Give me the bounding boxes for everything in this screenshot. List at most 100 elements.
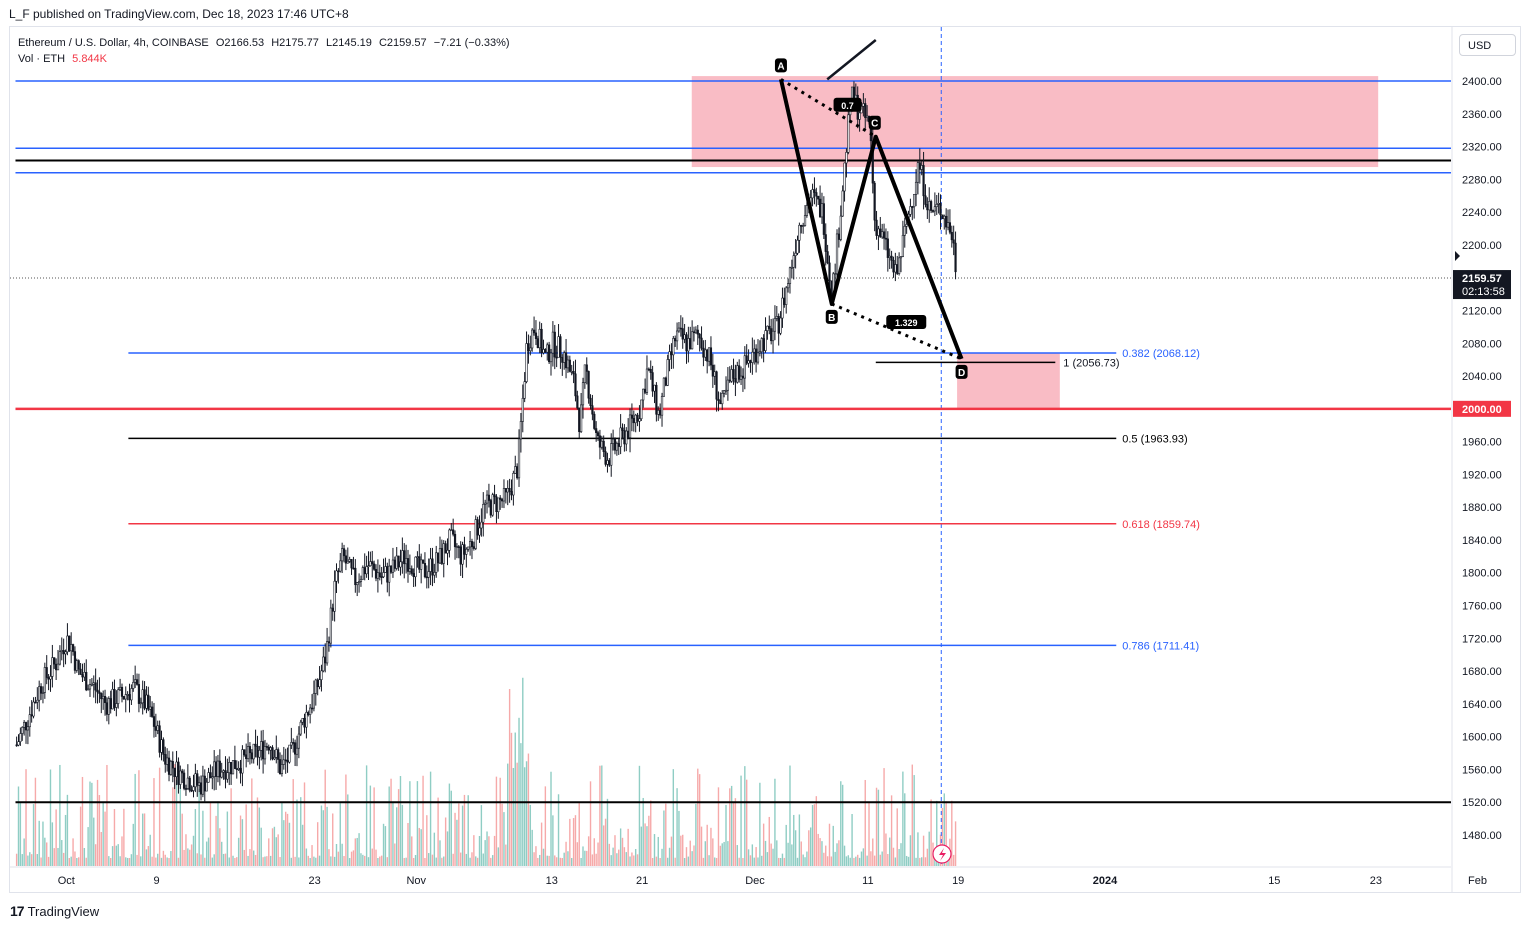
legend-volume-value: 5.844K	[72, 53, 108, 65]
volume-bar	[719, 845, 722, 866]
volume-bar	[384, 826, 387, 866]
volume-bar	[904, 793, 906, 866]
legend-volume-row: Vol · ETH 5.844K	[18, 51, 510, 67]
candle-body	[822, 203, 825, 235]
volume-bar	[467, 795, 469, 866]
volume-bar	[523, 767, 526, 866]
volume-bar	[730, 785, 733, 866]
volume-bar	[757, 857, 759, 866]
harmonic-pattern: A B C D 0.7 1.329	[774, 39, 968, 379]
candle-body	[519, 421, 523, 440]
candle-body	[337, 570, 340, 573]
legend-open: O2166.53	[215, 37, 265, 49]
volume-bar	[796, 857, 799, 866]
candle-body	[75, 660, 78, 671]
volume-bar	[288, 822, 291, 866]
candle-body	[606, 460, 609, 465]
volume-bar	[571, 857, 573, 866]
candle-body	[798, 224, 801, 241]
candle-body	[128, 694, 131, 701]
volume-bar	[141, 813, 144, 866]
candle-body	[847, 114, 850, 153]
footer: 17 TradingView	[10, 903, 99, 919]
candle-body	[534, 332, 538, 339]
volume-bar	[772, 848, 774, 866]
volume-bar	[574, 815, 577, 866]
candle-body	[346, 560, 349, 564]
candle-body	[685, 334, 688, 352]
volume-bar	[341, 843, 343, 866]
candle-body	[220, 771, 223, 778]
volume-bar	[634, 849, 637, 866]
volume-bar	[832, 825, 834, 866]
candle-body	[630, 414, 634, 419]
ratio-label-0: 0.7	[841, 101, 854, 111]
volume-bar	[542, 848, 545, 866]
candle-body	[122, 696, 125, 700]
y-tick-label: 2040.00	[1462, 371, 1502, 383]
candle-body	[472, 546, 475, 549]
legend-volume-label[interactable]: Vol · ETH	[18, 53, 66, 65]
candle-body	[568, 359, 571, 372]
volume-bar	[427, 853, 430, 866]
candle-body	[914, 181, 918, 195]
candle-body	[132, 682, 135, 689]
candle-body	[713, 371, 716, 377]
volume-bar	[96, 779, 99, 866]
volume-bar	[836, 843, 838, 866]
volume-bar	[145, 849, 148, 866]
candle-body	[508, 488, 511, 492]
candle-body	[134, 679, 137, 683]
candle-body	[83, 672, 86, 678]
legend-symbol[interactable]: Ethereum / U.S. Dollar, 4h, COINBASE	[18, 37, 209, 49]
candle-body	[85, 672, 88, 691]
candle-body	[756, 352, 760, 363]
currency-button[interactable]: USD	[1459, 34, 1516, 56]
volume-bar	[838, 840, 840, 866]
candle-body	[408, 568, 411, 572]
volume-bar	[627, 828, 629, 866]
candle-body	[156, 725, 159, 731]
candle-body	[21, 727, 24, 734]
tradingview-logo-icon[interactable]: 17	[10, 903, 25, 919]
candle-body	[166, 757, 169, 765]
volume-bar	[875, 787, 878, 866]
volume-bar	[128, 857, 131, 866]
volume-bar	[266, 856, 268, 866]
volume-bar	[117, 844, 119, 866]
volume-bar	[215, 815, 217, 866]
candle-body	[81, 674, 84, 678]
candle-body	[167, 757, 171, 775]
volume-bar	[339, 803, 341, 866]
candle-body	[521, 397, 524, 422]
volume-bar	[572, 818, 575, 866]
footer-brand[interactable]: TradingView	[27, 903, 100, 919]
volume-bar	[34, 777, 37, 866]
candle-body	[758, 351, 761, 354]
volume-bar	[450, 790, 452, 866]
volume-bar	[510, 732, 513, 866]
volume-bar	[486, 831, 488, 866]
volume-bar	[283, 820, 285, 866]
volume-bar	[87, 827, 89, 866]
volume-bar	[721, 843, 723, 866]
volume-bar	[352, 850, 355, 866]
volume-bar	[691, 851, 693, 866]
candle-body	[143, 689, 146, 709]
volume-bar	[437, 797, 439, 866]
volume-bar	[717, 787, 720, 866]
horizontal-levels: 0.382 (2068.12) 0.5 (1963.93) 0.618 (1859.…	[10, 27, 1451, 866]
volume-bar	[471, 852, 473, 866]
volume-bar	[834, 851, 836, 866]
volume-bar	[887, 854, 889, 866]
volume-bar	[405, 857, 407, 866]
volume-bar	[62, 852, 65, 866]
volume-bar	[668, 847, 671, 866]
candle-body	[549, 352, 553, 363]
candle-body	[943, 215, 946, 220]
candle-body	[542, 349, 545, 354]
candle-body	[305, 712, 308, 728]
candle-body	[574, 373, 577, 397]
candle-body	[322, 656, 325, 672]
